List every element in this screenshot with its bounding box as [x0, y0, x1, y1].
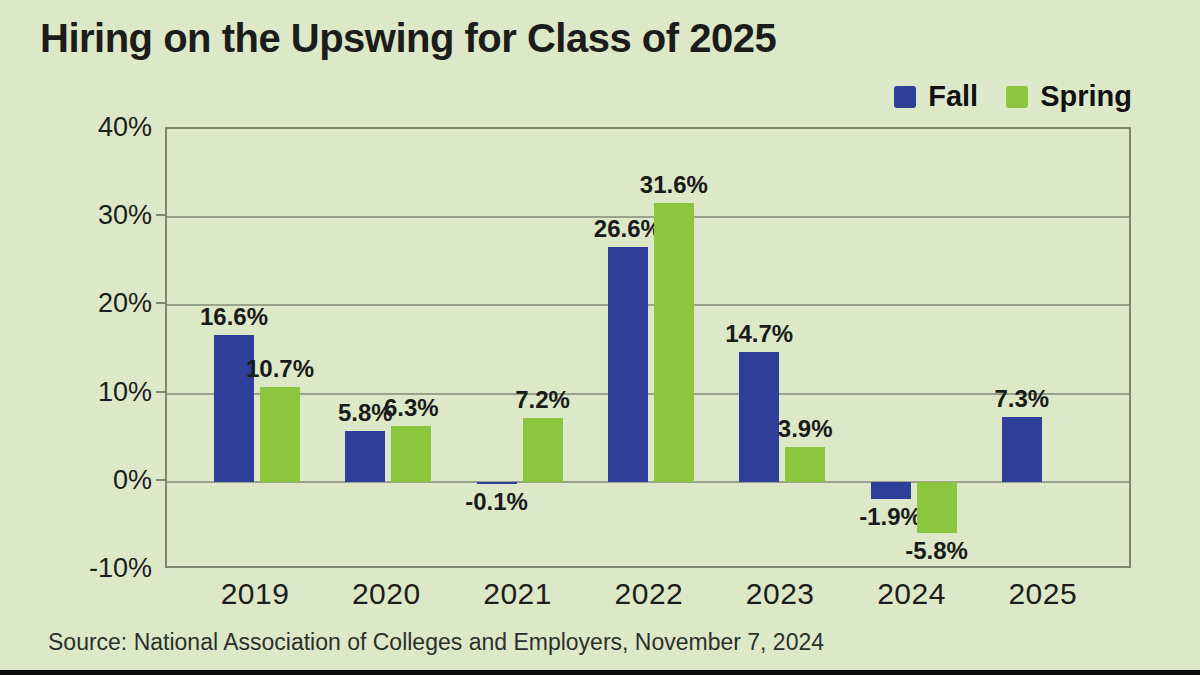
value-label-spring-2022: 31.6%: [604, 170, 744, 200]
y-axis-tick: [156, 214, 165, 216]
bar-spring-2023: [785, 447, 825, 481]
spring-color-swatch: [1006, 86, 1028, 108]
x-axis-label-2024: 2024: [842, 577, 982, 611]
x-axis-label-2022: 2022: [579, 577, 719, 611]
y-axis-label-10: 10%: [42, 377, 152, 407]
bar-spring-2022: [654, 203, 694, 482]
bar-spring-2019: [260, 387, 300, 481]
value-label-spring-2023: 3.9%: [735, 414, 875, 444]
value-label-spring-2021: 7.2%: [473, 385, 613, 415]
x-axis-label-2021: 2021: [448, 577, 588, 611]
y-axis-tick: [156, 391, 165, 393]
y-axis-label-20: 20%: [42, 288, 152, 318]
value-label-spring-2024: -5.8%: [867, 536, 1007, 566]
value-label-fall-2019: 16.6%: [164, 302, 304, 332]
bar-spring-2020: [391, 426, 431, 482]
value-label-spring-2020: 6.3%: [341, 393, 481, 423]
y-axis-label--10: -10%: [42, 553, 152, 583]
gridline-20: [167, 304, 1129, 306]
legend: Fall Spring: [894, 82, 1132, 111]
bottom-border-strip: [0, 670, 1200, 675]
bar-fall-2025: [1002, 417, 1042, 481]
x-axis-label-2023: 2023: [710, 577, 850, 611]
x-axis-label-2020: 2020: [316, 577, 456, 611]
fall-color-swatch: [894, 86, 916, 108]
bar-spring-2021: [523, 418, 563, 482]
legend-item-fall: Fall: [894, 82, 978, 111]
value-label-fall-2025: 7.3%: [952, 384, 1092, 414]
bar-fall-2021: [477, 482, 517, 484]
bar-fall-2020: [345, 431, 385, 482]
value-label-spring-2019: 10.7%: [210, 354, 350, 384]
y-axis-label-40: 40%: [42, 112, 152, 142]
gridline-0: [167, 481, 1129, 483]
bar-fall-2022: [608, 247, 648, 482]
y-axis-label-30: 30%: [42, 200, 152, 230]
legend-label-spring: Spring: [1040, 82, 1132, 111]
value-label-fall-2023: 14.7%: [689, 319, 829, 349]
source-note: Source: National Association of Colleges…: [48, 629, 824, 656]
y-axis-label-0: 0%: [42, 465, 152, 495]
bar-fall-2024: [871, 482, 911, 499]
bar-spring-2024: [917, 482, 957, 533]
y-axis-tick: [156, 302, 165, 304]
chart-title: Hiring on the Upswing for Class of 2025: [40, 16, 776, 61]
infographic-canvas: Hiring on the Upswing for Class of 2025 …: [0, 0, 1200, 675]
x-axis-label-2025: 2025: [973, 577, 1113, 611]
x-axis-label-2019: 2019: [185, 577, 325, 611]
legend-item-spring: Spring: [1006, 82, 1132, 111]
value-label-fall-2021: -0.1%: [427, 487, 567, 517]
plot-area: 16.6%10.7%5.8%6.3%-0.1%7.2%26.6%31.6%14.…: [165, 127, 1131, 568]
legend-label-fall: Fall: [928, 82, 978, 111]
y-axis-tick: [156, 479, 165, 481]
